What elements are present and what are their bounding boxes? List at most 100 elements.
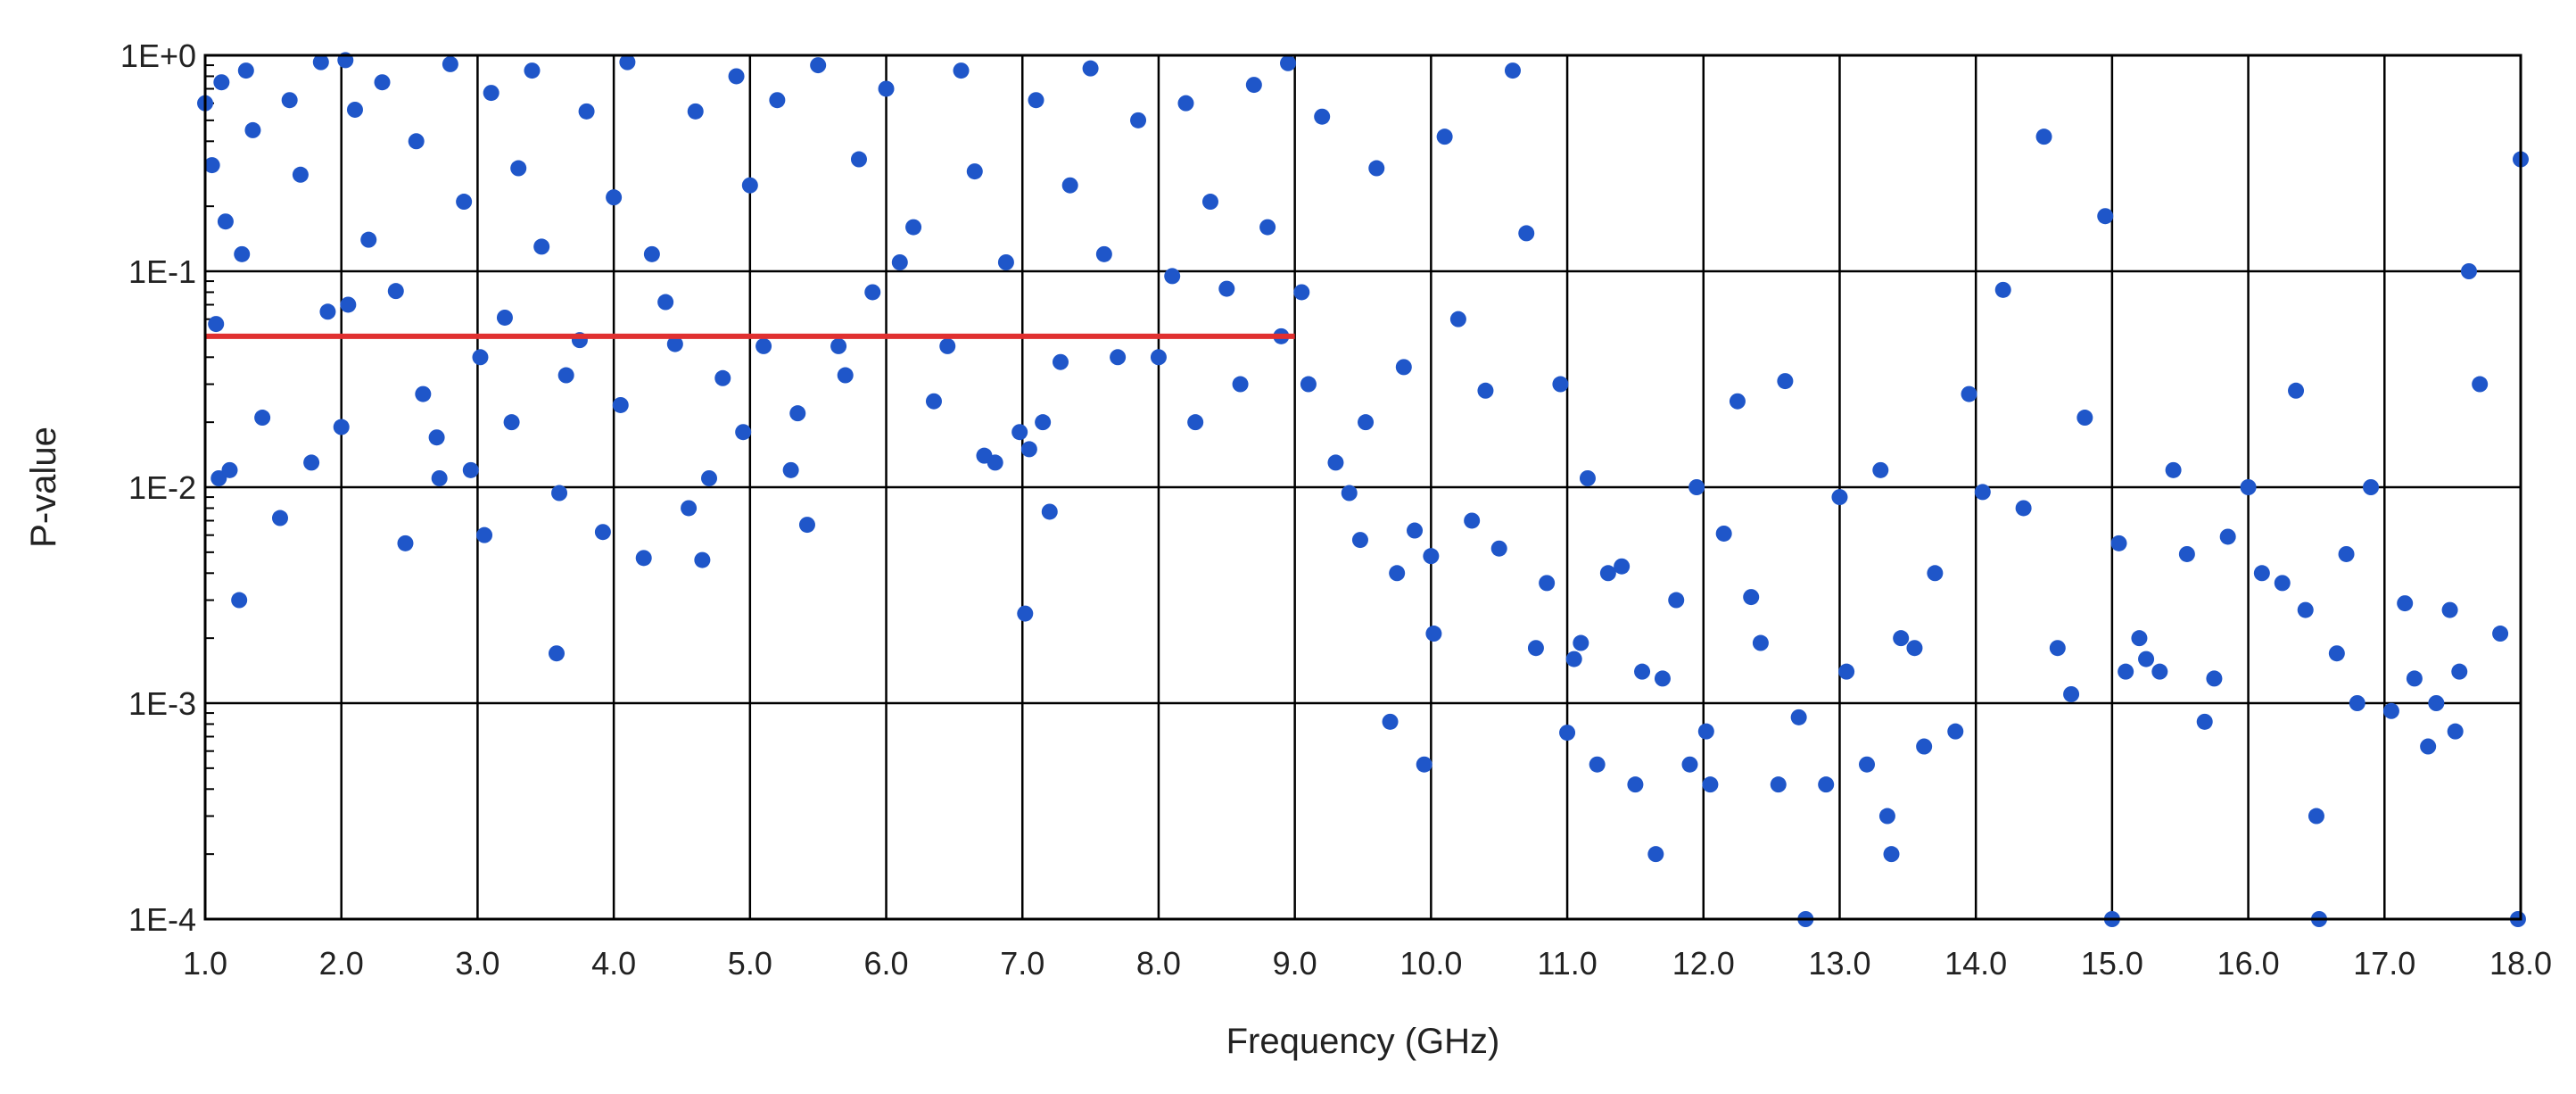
data-point	[1017, 605, 1034, 622]
data-point	[987, 454, 1003, 471]
data-point	[2472, 376, 2489, 393]
data-point	[1681, 756, 1698, 773]
data-point	[1770, 776, 1787, 793]
data-point	[1893, 630, 1910, 647]
data-point	[1187, 414, 1204, 431]
data-point	[1177, 95, 1194, 112]
x-tick-label: 8.0	[1136, 945, 1181, 982]
data-point	[1490, 540, 1507, 557]
data-point	[635, 550, 652, 567]
data-point	[533, 238, 550, 255]
data-point	[1028, 92, 1044, 109]
data-point	[1423, 548, 1440, 565]
data-point	[217, 213, 234, 230]
x-tick-label: 2.0	[319, 945, 364, 982]
data-point	[271, 510, 288, 526]
data-point	[2253, 565, 2270, 582]
data-point	[292, 166, 309, 183]
data-point	[510, 160, 527, 177]
data-point	[830, 337, 847, 354]
data-point	[2382, 702, 2399, 719]
x-tick-label: 3.0	[455, 945, 500, 982]
data-point	[1082, 60, 1099, 77]
data-point	[612, 396, 629, 413]
data-point	[1259, 219, 1276, 236]
data-point	[606, 189, 623, 206]
data-point	[2015, 500, 2032, 517]
data-point	[442, 55, 458, 72]
data-point	[1035, 414, 1052, 431]
data-point	[208, 316, 225, 333]
data-point	[2206, 670, 2223, 687]
data-point	[2297, 601, 2314, 618]
data-point	[782, 461, 799, 478]
data-point	[2165, 461, 2182, 478]
data-point	[681, 500, 698, 517]
data-point	[428, 429, 445, 446]
data-point	[687, 103, 704, 120]
data-point	[2131, 630, 2148, 647]
data-point	[1790, 709, 1807, 725]
x-tick-label: 14.0	[1944, 945, 2007, 982]
data-point	[1201, 194, 1218, 211]
data-point	[303, 454, 320, 471]
data-point	[1878, 808, 1895, 825]
data-point	[1634, 663, 1651, 680]
data-point	[1859, 756, 1876, 773]
data-point	[905, 219, 922, 236]
data-point	[1614, 558, 1631, 575]
data-point	[1927, 565, 1944, 582]
data-point	[1838, 663, 1855, 680]
data-point	[2492, 626, 2509, 642]
x-tick-label: 6.0	[864, 945, 909, 982]
data-point	[2063, 685, 2080, 702]
data-point	[1974, 484, 1991, 501]
data-point	[741, 177, 758, 194]
data-point	[1436, 128, 1453, 145]
data-point	[472, 349, 489, 366]
data-point	[2349, 695, 2365, 711]
data-point	[2338, 545, 2355, 562]
y-axis-title: P-value	[24, 427, 63, 548]
data-point	[953, 62, 970, 79]
data-points	[197, 52, 2529, 927]
data-point	[231, 592, 248, 609]
data-point	[1831, 489, 1848, 506]
x-tick-label: 1.0	[183, 945, 227, 982]
data-point	[431, 469, 448, 486]
data-point	[1407, 522, 1424, 539]
x-tick-label: 13.0	[1808, 945, 1870, 982]
data-point	[2428, 695, 2445, 711]
data-point	[1245, 77, 1262, 94]
data-point	[1464, 512, 1481, 529]
data-point	[360, 231, 377, 248]
data-point	[1052, 353, 1069, 370]
x-tick-label: 16.0	[2217, 945, 2280, 982]
data-point	[769, 92, 786, 109]
data-point	[735, 424, 752, 441]
x-tick-label: 11.0	[1537, 945, 1597, 982]
data-point	[1300, 376, 1317, 393]
data-point	[462, 461, 479, 478]
data-point	[496, 309, 513, 326]
data-point	[1654, 670, 1671, 687]
data-point	[211, 469, 227, 486]
data-point	[666, 336, 683, 352]
data-point	[1702, 776, 1719, 793]
data-point	[1041, 503, 1058, 520]
data-point	[1095, 245, 1112, 262]
x-tick-label: 12.0	[1672, 945, 1735, 982]
data-point	[1818, 776, 1835, 793]
y-axis-ticks: 1E+0 1E-1 1E-2 1E-3 1E-4	[120, 37, 196, 938]
data-point	[1218, 280, 1235, 297]
data-point	[1110, 349, 1127, 366]
data-point	[728, 68, 745, 85]
data-point	[476, 526, 493, 543]
data-point	[1559, 725, 1576, 742]
data-point	[1395, 359, 1412, 376]
x-axis-ticks: 1.0 2.0 3.0 4.0 5.0 6.0 7.0 8.0 9.0 10.0 11.0 12.0 1…	[183, 945, 2552, 982]
data-point	[925, 393, 942, 410]
data-point	[2406, 670, 2423, 687]
data-point	[2035, 128, 2052, 145]
data-point	[551, 485, 568, 501]
